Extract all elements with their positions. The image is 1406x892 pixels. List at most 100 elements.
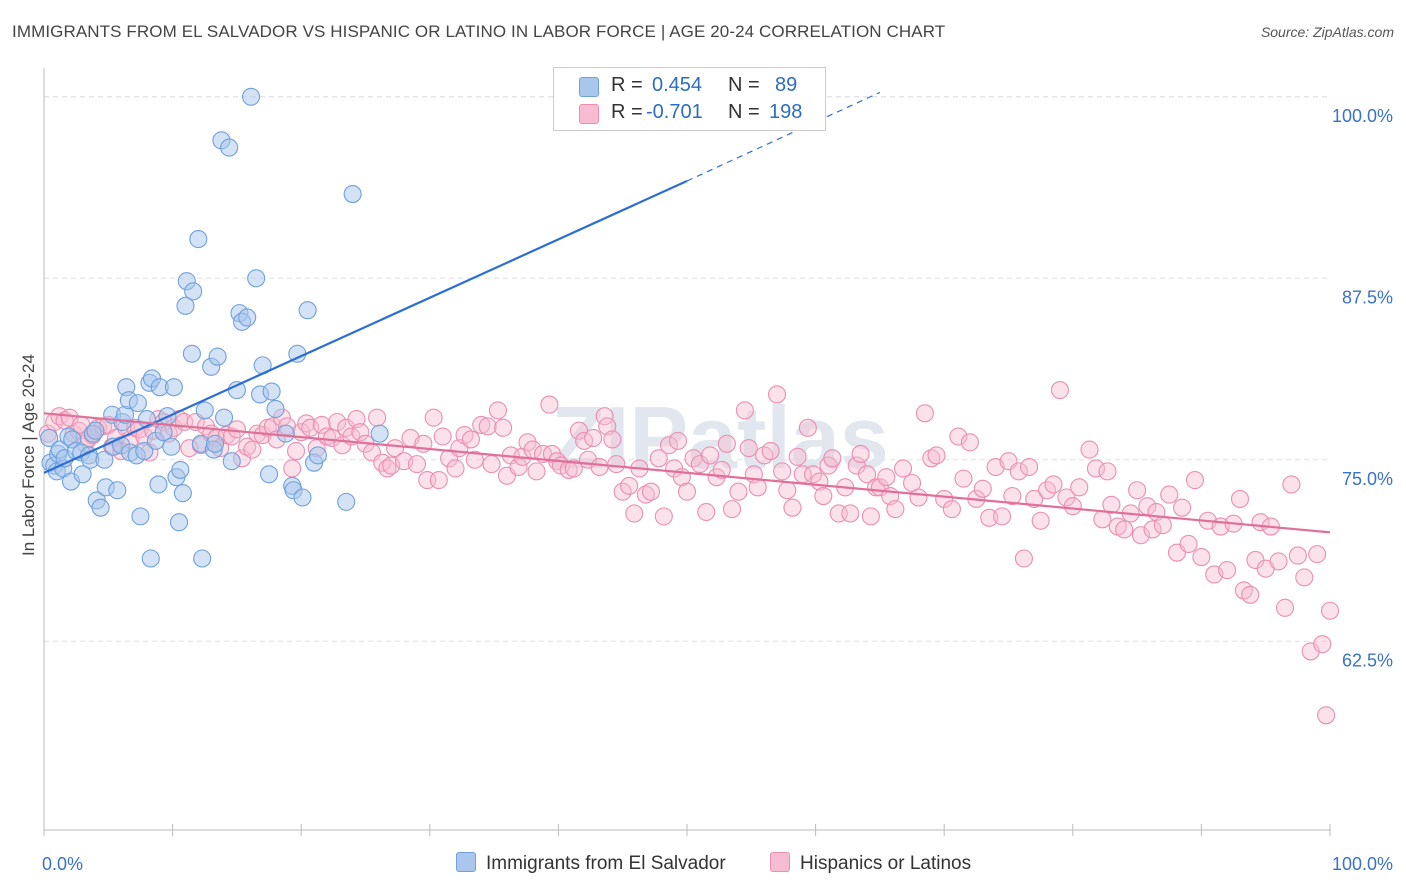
hispanic-point bbox=[1098, 462, 1117, 481]
hispanic-point bbox=[922, 449, 941, 468]
el-salvador-point bbox=[262, 382, 281, 401]
el-salvador-point bbox=[171, 460, 190, 479]
hispanic-point bbox=[368, 408, 387, 427]
hispanic-point bbox=[478, 417, 497, 436]
hispanic-point bbox=[954, 469, 973, 488]
legend-label: Hispanics or Latinos bbox=[800, 853, 972, 874]
hispanic-point bbox=[1014, 549, 1033, 568]
el-salvador-point bbox=[189, 230, 208, 249]
hispanic-point bbox=[841, 504, 860, 523]
hispanic-point bbox=[312, 415, 331, 434]
el-salvador-point bbox=[337, 492, 356, 511]
hispanic-point bbox=[654, 507, 673, 526]
hispanic-point bbox=[1313, 635, 1332, 654]
hispanic-point bbox=[1031, 511, 1050, 530]
hispanic-point bbox=[1269, 552, 1288, 571]
pink-swatch bbox=[579, 104, 599, 124]
hispanic-point bbox=[861, 507, 880, 526]
r-label: R = bbox=[611, 101, 643, 123]
hispanic-point bbox=[886, 500, 905, 519]
hispanic-point bbox=[1131, 526, 1151, 545]
hispanic-point bbox=[1192, 547, 1211, 567]
hispanic-point bbox=[1308, 545, 1327, 564]
chart-title: IMMIGRANTS FROM EL SALVADOR VS HISPANIC … bbox=[12, 22, 946, 41]
hispanic-point bbox=[482, 455, 501, 474]
el-salvador-point bbox=[86, 421, 105, 440]
el-salvador-point bbox=[220, 138, 239, 157]
el-salvador-point bbox=[276, 424, 295, 443]
legend-label: Immigrants from El Salvador bbox=[486, 853, 726, 874]
hispanic-point bbox=[739, 439, 758, 458]
hispanic-point bbox=[767, 385, 787, 404]
hispanic-point bbox=[1102, 495, 1121, 514]
el-salvador-point bbox=[205, 434, 225, 453]
el-salvador-point bbox=[195, 401, 214, 420]
el-salvador-point bbox=[73, 465, 92, 484]
y-tick-label: 62.5% bbox=[1342, 650, 1393, 670]
hispanic-point bbox=[603, 430, 622, 449]
hispanic-point bbox=[564, 459, 583, 478]
hispanic-point bbox=[915, 404, 934, 423]
hispanic-point bbox=[851, 444, 870, 464]
el-salvador-point bbox=[141, 549, 160, 568]
hispanic-point bbox=[1063, 497, 1082, 516]
hispanic-point bbox=[877, 468, 896, 487]
hispanic-point bbox=[823, 449, 842, 468]
el-salvador-point bbox=[370, 424, 389, 443]
hispanic-point bbox=[712, 460, 731, 479]
el-salvador-point bbox=[343, 185, 362, 204]
el-salvador-point bbox=[169, 513, 189, 532]
hispanic-point bbox=[1288, 546, 1307, 565]
hispanic-point bbox=[659, 436, 679, 455]
hispanic-point bbox=[778, 481, 797, 500]
hispanic-point bbox=[973, 479, 992, 498]
hispanic-point bbox=[461, 430, 481, 449]
hispanic-point bbox=[386, 439, 405, 458]
hispanic-point bbox=[1241, 585, 1260, 604]
hispanic-point bbox=[641, 482, 661, 501]
hispanic-point bbox=[927, 446, 946, 465]
blue-swatch bbox=[579, 77, 599, 97]
hispanic-point bbox=[761, 441, 780, 461]
hispanic-point bbox=[1160, 485, 1179, 504]
hispanic-point bbox=[722, 500, 742, 519]
hispanic-point bbox=[433, 427, 452, 446]
hispanic-point bbox=[446, 459, 465, 478]
hispanic-point bbox=[323, 428, 342, 448]
el-salvador-point bbox=[266, 399, 285, 418]
hispanic-point bbox=[893, 459, 913, 478]
el-salvador-point bbox=[40, 428, 59, 448]
el-salvador-point bbox=[238, 308, 257, 327]
hispanic-point bbox=[584, 428, 603, 448]
el-salvador-point bbox=[131, 507, 150, 526]
hispanic-point bbox=[424, 408, 443, 427]
hispanic-point bbox=[1275, 598, 1295, 617]
y-tick-label: 75.0% bbox=[1342, 469, 1393, 489]
el-salvador-point bbox=[208, 347, 227, 366]
el-salvador-point bbox=[173, 484, 192, 503]
hispanic-point bbox=[748, 478, 767, 497]
hispanic-point bbox=[1086, 459, 1105, 478]
hispanic-point bbox=[909, 488, 928, 507]
hispanic-point bbox=[540, 395, 559, 414]
hispanic-point bbox=[1009, 462, 1028, 481]
hispanic-point bbox=[1179, 534, 1198, 554]
r-label: R = bbox=[611, 74, 643, 96]
hispanic-point bbox=[1230, 489, 1250, 509]
hispanic-point bbox=[283, 459, 302, 478]
el-salvador-point bbox=[241, 87, 261, 106]
hispanic-point bbox=[773, 462, 792, 481]
hispanic-point bbox=[472, 415, 491, 434]
el-salvador-point bbox=[259, 465, 279, 484]
pink-swatch bbox=[770, 852, 790, 872]
hispanic-point bbox=[287, 441, 306, 461]
hispanic-point bbox=[1070, 478, 1089, 497]
hispanic-point bbox=[1173, 498, 1192, 517]
blue-swatch bbox=[456, 852, 476, 872]
hispanic-point bbox=[857, 465, 877, 484]
hispanic-point bbox=[1320, 601, 1340, 620]
hispanic-point bbox=[1295, 568, 1314, 587]
el-salvador-point bbox=[214, 408, 234, 427]
series-el-salvador-points bbox=[40, 86, 610, 568]
